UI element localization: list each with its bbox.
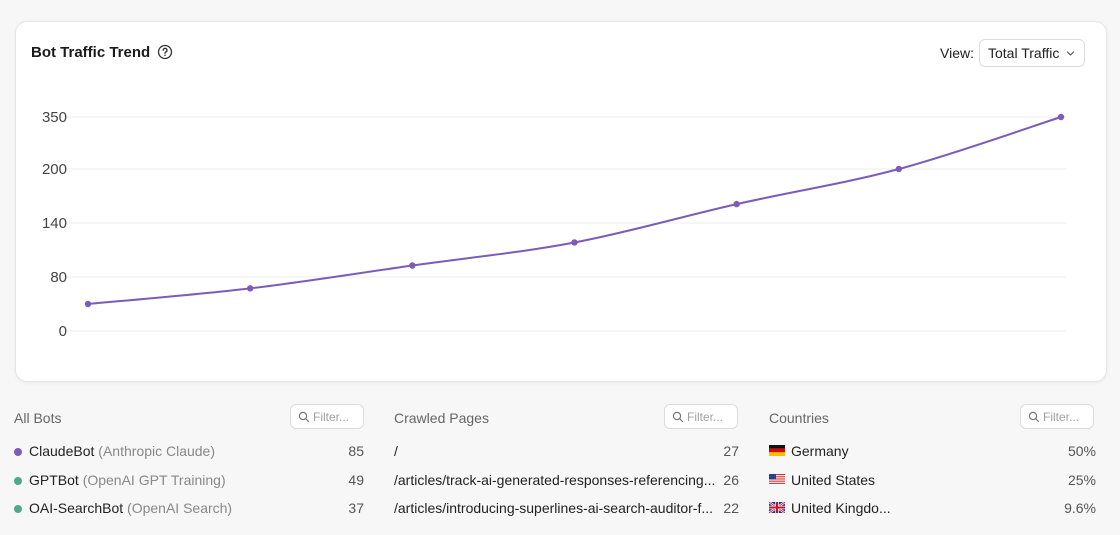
data-point[interactable]	[409, 262, 416, 269]
page-count: 26	[723, 471, 739, 488]
countries-filter[interactable]	[1020, 404, 1094, 429]
pages-panel-title: Crawled Pages	[394, 410, 489, 426]
bot-name: ClaudeBot	[29, 443, 95, 459]
data-point[interactable]	[84, 300, 92, 308]
country-name: United States	[791, 471, 876, 488]
bot-color-dot	[14, 505, 22, 513]
countries-filter-input[interactable]	[1043, 408, 1091, 426]
view-select[interactable]: Total Traffic	[979, 39, 1085, 67]
uk-flag-icon	[769, 502, 785, 513]
us-flag-icon	[769, 473, 785, 485]
y-tick-label: 350	[42, 109, 67, 126]
chevron-down-icon	[1066, 51, 1075, 56]
bot-label: GPTBot (OpenAI GPT Training)	[29, 472, 329, 488]
bot-name: GPTBot	[29, 471, 79, 488]
bot-color-dot	[14, 448, 22, 456]
data-point[interactable]	[1057, 113, 1065, 121]
bot-row[interactable]: GPTBot (OpenAI GPT Training) 49	[14, 471, 364, 500]
country-row[interactable]: United States 25%	[769, 471, 1096, 500]
country-name: Germany	[791, 443, 849, 459]
page-path: /articles/track-ai-generated-responses-r…	[394, 471, 716, 488]
country-share: 9.6%	[1064, 500, 1096, 516]
page-count: 27	[723, 443, 739, 459]
bots-panel: All Bots ClaudeBot (Anthropic Claude) 85 G…	[14, 404, 364, 535]
pages-panel: Crawled Pages / 27/articles/track-ai-gene…	[394, 404, 739, 535]
bot-detail: (OpenAI GPT Training)	[82, 471, 226, 488]
search-icon	[672, 411, 684, 423]
page-path: /	[394, 443, 398, 459]
bot-count: 85	[348, 443, 364, 459]
search-icon	[1028, 411, 1040, 423]
countries-panel-title: Countries	[769, 410, 829, 426]
country-row[interactable]: Germany 50%	[769, 442, 1096, 471]
card-title: Bot Traffic Trend	[31, 44, 151, 61]
view-select-value: Total Traffic	[988, 45, 1060, 61]
country-name: United Kingdo...	[791, 500, 891, 516]
data-point[interactable]	[895, 165, 903, 173]
bot-traffic-card: Bot Traffic Trend View: Total Traffic 35…	[15, 21, 1107, 382]
page-row[interactable]: /articles/track-ai-generated-responses-r…	[394, 471, 739, 500]
bot-row[interactable]: OAI-SearchBot (OpenAI Search) 37	[14, 499, 364, 528]
page-count: 22	[723, 500, 739, 516]
y-tick-label: 140	[42, 215, 67, 232]
bot-detail: (Anthropic Claude)	[98, 443, 216, 459]
bots-filter[interactable]	[290, 404, 364, 429]
bots-filter-input[interactable]	[313, 408, 361, 426]
bot-count: 49	[348, 471, 364, 488]
page-row[interactable]: /articles/introducing-superlines-ai-sear…	[394, 499, 739, 528]
y-tick-label: 80	[50, 269, 67, 286]
bots-panel-title: All Bots	[14, 410, 62, 426]
traffic-line-chart: 350 200 140 80 0	[42, 109, 1066, 340]
view-label: View:	[940, 45, 974, 61]
page-row[interactable]: / 27	[394, 442, 739, 471]
bot-label: ClaudeBot (Anthropic Claude)	[29, 443, 329, 459]
de-flag-icon	[769, 445, 785, 456]
bot-row[interactable]: ClaudeBot (Anthropic Claude) 85	[14, 442, 364, 471]
search-icon	[298, 411, 310, 423]
bot-detail: (OpenAI Search)	[127, 500, 233, 516]
country-share: 50%	[1067, 443, 1096, 459]
country-row[interactable]: United Kingdo... 9.6%	[769, 499, 1096, 528]
bot-label: OAI-SearchBot (OpenAI Search)	[29, 500, 329, 516]
data-point[interactable]	[571, 239, 578, 246]
page-path: /articles/introducing-superlines-ai-sear…	[394, 500, 714, 516]
series-line	[87, 116, 1062, 305]
pages-filter[interactable]	[664, 404, 738, 429]
data-point[interactable]	[246, 285, 254, 292]
country-share: 25%	[1067, 471, 1096, 488]
help-icon[interactable]	[157, 44, 173, 60]
bot-count: 37	[348, 500, 364, 516]
bot-color-dot	[14, 476, 22, 485]
pages-filter-input[interactable]	[687, 408, 735, 426]
y-tick-label: 200	[42, 161, 67, 178]
bot-name: OAI-SearchBot	[29, 500, 124, 516]
y-tick-label: 0	[59, 323, 67, 340]
data-point[interactable]	[733, 200, 740, 208]
